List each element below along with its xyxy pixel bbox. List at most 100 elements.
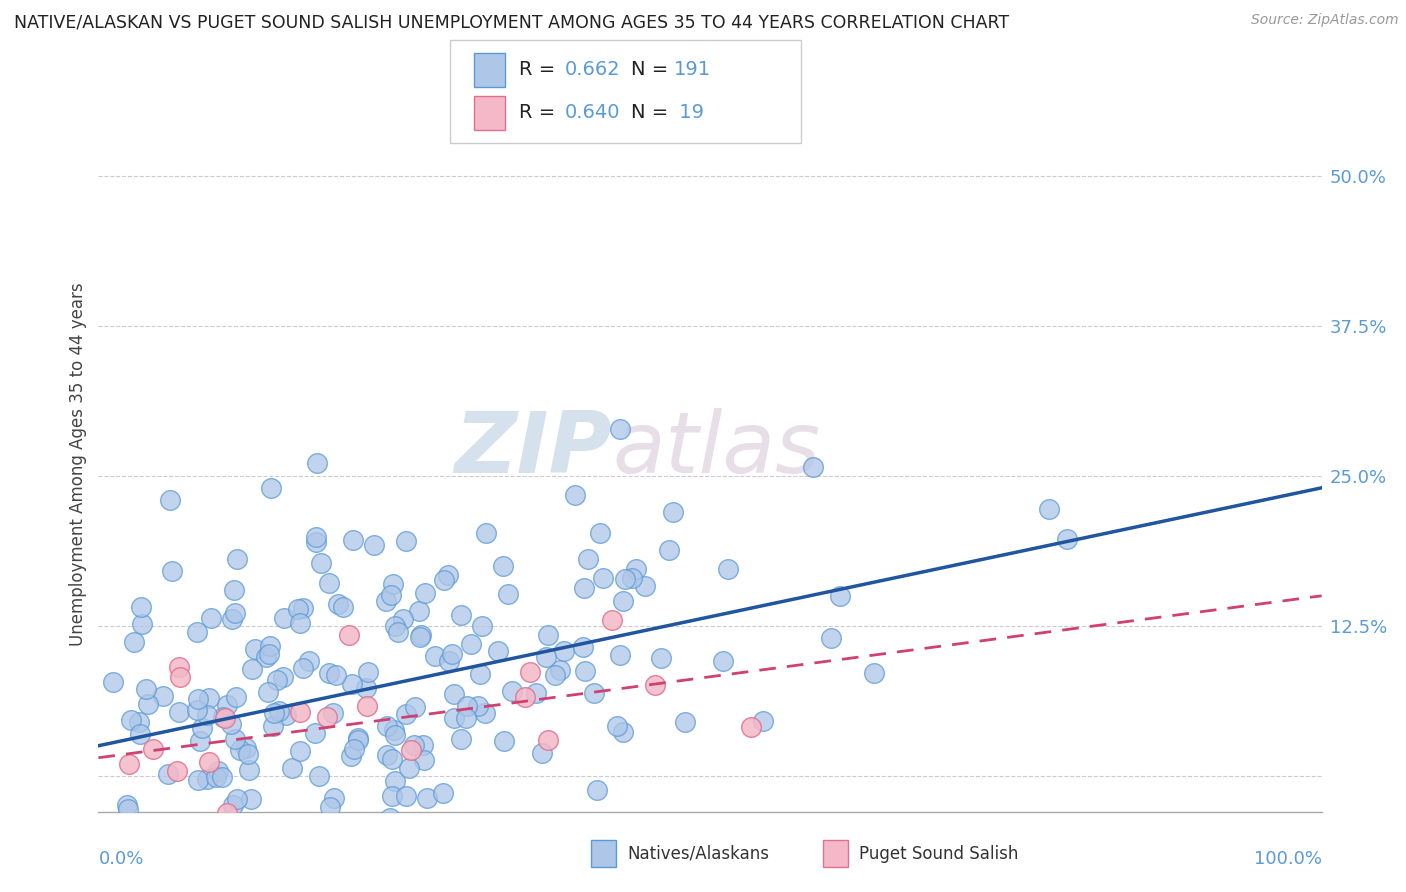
Point <box>423 648 446 663</box>
Point <box>332 599 354 614</box>
Point <box>188 734 211 748</box>
Point <box>408 630 430 644</box>
Point <box>380 589 402 603</box>
Point <box>450 816 472 830</box>
Point <box>257 685 280 699</box>
Point <box>214 711 236 725</box>
Point <box>474 706 496 720</box>
Point <box>398 761 420 775</box>
Point <box>339 748 361 763</box>
Point <box>259 647 281 661</box>
Point <box>609 648 631 662</box>
Point <box>254 650 277 665</box>
Point <box>315 710 337 724</box>
Text: Puget Sound Salish: Puget Sound Salish <box>859 845 1018 863</box>
Text: N =: N = <box>631 103 675 122</box>
Point <box>574 664 596 678</box>
Text: NATIVE/ALASKAN VS PUGET SOUND SALISH UNEMPLOYMENT AMONG AGES 35 TO 44 YEARS CORR: NATIVE/ALASKAN VS PUGET SOUND SALISH UNE… <box>14 13 1010 31</box>
Point <box>381 789 404 804</box>
Point <box>460 637 482 651</box>
Point <box>197 772 219 786</box>
Point <box>413 753 436 767</box>
Point <box>238 764 260 778</box>
Point <box>515 690 537 704</box>
Point <box>412 739 434 753</box>
Point <box>439 655 461 669</box>
Point <box>347 731 370 746</box>
Point <box>433 573 456 587</box>
Point <box>186 703 208 717</box>
Point <box>650 651 672 665</box>
Point <box>225 792 247 806</box>
Point <box>416 790 439 805</box>
Point <box>586 783 609 797</box>
Point <box>288 744 311 758</box>
Point <box>166 764 188 778</box>
Point <box>187 772 209 787</box>
Point <box>122 635 145 649</box>
Point <box>274 707 297 722</box>
Point <box>238 864 260 879</box>
Point <box>135 682 157 697</box>
Point <box>450 732 472 747</box>
Point <box>305 530 328 544</box>
Point <box>318 800 340 814</box>
Point <box>740 721 762 735</box>
Point <box>501 684 523 698</box>
Point <box>387 625 409 640</box>
Point <box>281 761 304 775</box>
Point <box>304 725 326 739</box>
Point <box>240 662 263 676</box>
Point <box>375 594 398 608</box>
Point <box>222 798 245 813</box>
Point <box>224 607 246 621</box>
Point <box>602 613 624 627</box>
Point <box>443 687 465 701</box>
Point <box>252 830 274 845</box>
Point <box>287 602 309 616</box>
Point <box>1056 532 1078 546</box>
Point <box>240 792 263 806</box>
Point <box>634 579 657 593</box>
Text: atlas: atlas <box>612 409 820 491</box>
Text: 0.662: 0.662 <box>565 61 621 79</box>
Point <box>496 587 519 601</box>
Point <box>381 752 404 766</box>
Point <box>200 610 222 624</box>
Point <box>340 676 363 690</box>
Point <box>494 733 516 747</box>
Text: Source: ZipAtlas.com: Source: ZipAtlas.com <box>1251 13 1399 28</box>
Point <box>540 864 562 879</box>
Point <box>537 732 560 747</box>
Point <box>322 790 344 805</box>
Point <box>408 604 430 618</box>
Point <box>197 864 219 879</box>
Point <box>221 612 243 626</box>
Point <box>468 667 491 681</box>
Point <box>318 665 340 680</box>
Point <box>291 601 314 615</box>
Point <box>224 732 246 747</box>
Point <box>409 628 432 642</box>
Point <box>384 728 406 742</box>
Point <box>169 670 191 684</box>
Point <box>437 567 460 582</box>
Point <box>589 526 612 541</box>
Point <box>475 526 498 541</box>
Point <box>304 535 326 549</box>
Point <box>217 826 239 840</box>
Point <box>288 616 311 631</box>
Point <box>544 667 567 681</box>
Point <box>273 611 295 625</box>
Point <box>578 552 600 566</box>
Point <box>378 811 401 825</box>
Point <box>454 711 477 725</box>
Text: R =: R = <box>519 103 561 122</box>
Point <box>112 855 135 869</box>
Point <box>356 698 378 713</box>
Point <box>269 704 291 718</box>
Point <box>297 655 319 669</box>
Point <box>215 806 238 821</box>
Point <box>343 742 366 756</box>
Point <box>259 639 281 653</box>
